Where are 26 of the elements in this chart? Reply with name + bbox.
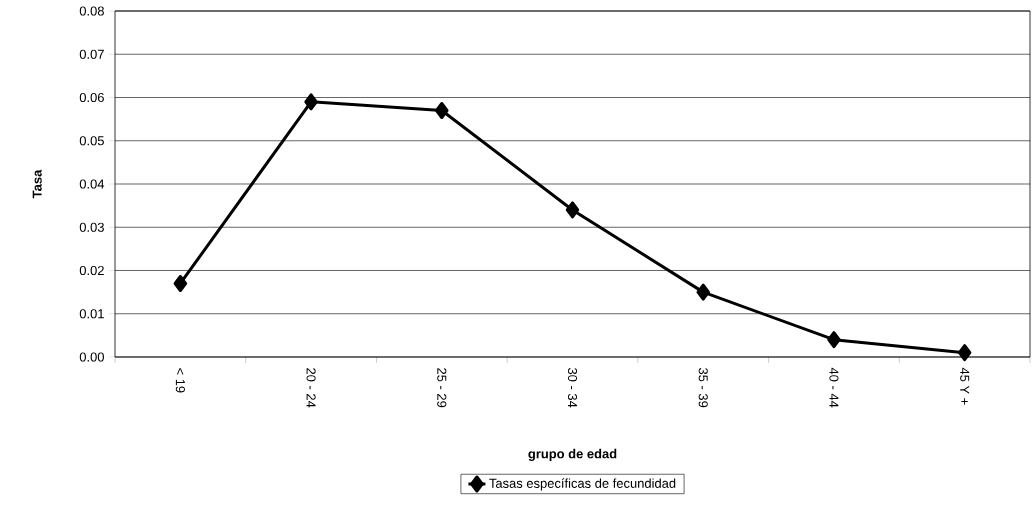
y-axis-title: Tasa	[32, 169, 42, 199]
y-tick-label: 0.00	[79, 352, 104, 362]
y-tick-label: 0.03	[79, 222, 104, 232]
y-tick-label: 0.05	[79, 136, 104, 146]
point	[435, 101, 449, 119]
point	[696, 283, 710, 301]
y-tick-label: 0.07	[79, 49, 104, 59]
x-tick-label: 25 - 29	[437, 368, 447, 408]
legend-label: Tasas específicas de fecundidad	[489, 478, 676, 491]
x-tick-label: 35 - 39	[698, 368, 708, 408]
point	[304, 93, 318, 111]
x-tick-label: 30 - 34	[567, 368, 578, 408]
x-tick-label: 20 - 24	[306, 368, 316, 408]
y-tick-label: 0.04	[79, 179, 105, 189]
point	[827, 331, 841, 349]
x-tick-label: < 19	[175, 368, 185, 393]
point	[957, 344, 972, 362]
point	[173, 274, 188, 292]
x-tick-label: 45 Y +	[960, 367, 970, 405]
y-tick-label: 0.02	[79, 265, 104, 276]
x-tick-label: 40 - 44	[829, 367, 839, 408]
y-tick-label: 0.08	[79, 6, 104, 16]
point	[565, 201, 580, 219]
y-tick-label: 0.06	[79, 92, 104, 103]
y-tick-label: 0.01	[79, 309, 104, 319]
x-axis-title: grupo de edad	[528, 448, 617, 461]
